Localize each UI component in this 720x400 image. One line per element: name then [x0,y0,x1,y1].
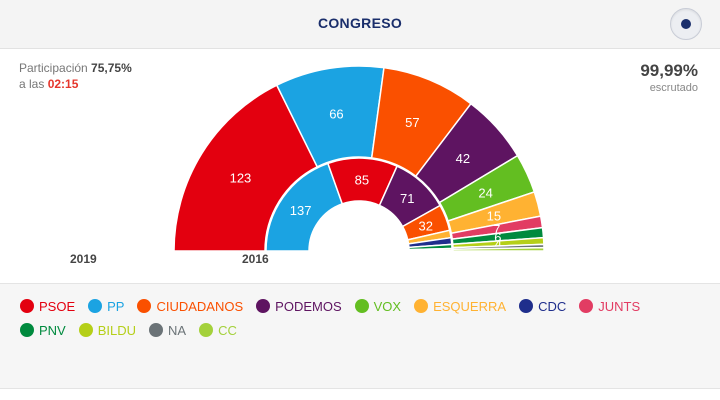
legend-swatch [579,299,594,313]
legend-swatch [88,299,103,313]
year-label-2016: 2016 [242,252,269,266]
legend-swatch [20,323,34,337]
seat-label: 6 [494,230,501,245]
seat-label: 137 [290,203,312,218]
legend-item-junts[interactable]: JUNTS [579,294,640,318]
seat-label: 7 [493,222,500,237]
seat-label: 15 [487,209,501,224]
turnout-value: 75,75% [91,61,132,75]
header-bar: CONGRESO [0,0,720,49]
seat-arc-2019-cc[interactable] [452,246,545,252]
legend-item-pp[interactable]: PP [88,294,124,318]
legend-label: ESQUERRA [433,298,507,314]
scrutiny-info: 99,99% escrutado [640,62,698,95]
legend-item-cdc[interactable]: CDC [519,294,566,318]
turnout-label: Participación [19,61,88,75]
seat-label: 24 [478,185,492,200]
legend: PSOE PP CIUDADANOS PODEMOS VOX ESQUERRA CDC JUN… [20,294,700,342]
legend-label: PNV [39,322,66,338]
menu-button[interactable] [670,8,702,40]
legend-item-psoe[interactable]: PSOE [20,294,75,318]
legend-label: CC [218,322,237,338]
legend-swatch [519,299,534,313]
seat-label: 4 [495,236,502,251]
legend-label: VOX [373,298,402,314]
legend-swatch [256,299,271,313]
page-title: CONGRESO [317,15,403,31]
seat-label: 66 [329,106,343,121]
seat-label: 85 [355,173,369,188]
legend-swatch [137,299,152,313]
turnout-time: 02:15 [47,77,79,91]
legend-swatch [199,323,214,337]
scrutiny-value: 99,99% [640,61,698,80]
legend-item-esquerra[interactable]: ESQUERRA [414,294,506,318]
legend-swatch [354,299,369,313]
seat-label: 57 [405,115,419,130]
seat-label: 32 [418,218,432,233]
turnout-info: Participación 75,75% a las 02:15 [19,60,132,92]
seat-arc-2016-cc[interactable] [408,249,453,252]
scrutiny-label: escrutado [649,82,698,94]
year-label-2019: 2019 [70,252,97,266]
legend-swatch [20,299,34,313]
legend-label: CDC [538,298,567,314]
legend-swatch [414,299,429,313]
legend-item-na[interactable]: NA [149,318,186,342]
legend-label: PODEMOS [275,298,342,314]
legend-item-ciudadanos[interactable]: CIUDADANOS [137,294,243,318]
legend-item-cc[interactable]: CC [199,318,237,342]
seat-arc-2019-psoe[interactable] [173,84,319,252]
seat-label: 123 [230,170,252,185]
dot-icon [681,19,691,29]
time-label: a las [19,77,45,91]
legend-label: PP [107,298,125,314]
seat-label: 71 [400,191,414,206]
legend-item-pnv[interactable]: PNV [20,318,66,342]
legend-swatch [78,323,93,337]
legend-panel: PSOE PP CIUDADANOS PODEMOS VOX ESQUERRA CDC JUN… [0,283,720,389]
legend-label: BILDU [97,322,137,338]
legend-item-vox[interactable]: VOX [354,294,402,318]
legend-item-bildu[interactable]: BILDU [78,318,137,342]
legend-label: CIUDADANOS [156,298,244,314]
legend-label: PSOE [39,298,76,314]
seat-label: 42 [456,151,470,166]
legend-item-podemos[interactable]: PODEMOS [256,294,342,318]
legend-label: JUNTS [598,298,641,314]
legend-label: NA [168,322,187,338]
legend-swatch [149,323,164,337]
